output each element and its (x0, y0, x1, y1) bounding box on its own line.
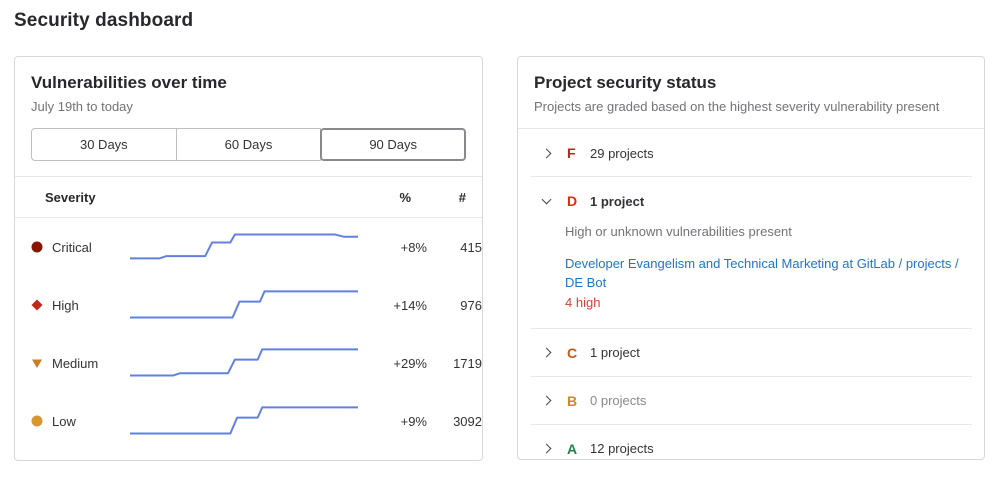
severity-high-icon (31, 299, 43, 311)
severity-column-header: Severity (45, 190, 96, 205)
project-link[interactable]: Developer Evangelism and Technical Marke… (565, 256, 959, 290)
chevron-right-icon[interactable] (541, 347, 552, 358)
vulnerability-count-label: 4 high (565, 294, 601, 310)
chevron-right-icon[interactable] (541, 395, 552, 406)
grade-count: 0 projects (590, 393, 647, 409)
grade-count: 29 projects (590, 145, 654, 161)
divider (531, 327, 972, 329)
sparkline-chart (130, 404, 358, 438)
grade-letter: D (567, 193, 578, 209)
grade-letter: B (567, 392, 578, 409)
grade-row-c[interactable]: C 1 project (518, 329, 984, 376)
grade-count: 1 project (590, 345, 640, 361)
grade-section-d: D 1 project High or unknown vulnerabilitie… (518, 177, 984, 328)
severity-percent-change: +9% (400, 413, 427, 429)
severity-label: High (52, 297, 79, 313)
project-security-status-panel: Project security status Projects are gra… (517, 56, 985, 460)
divider (531, 176, 972, 177)
sparkline-chart (130, 230, 358, 264)
security-dashboard-page: Security dashboard Vulnerabilities over … (14, 10, 985, 461)
severity-row-high: High +14% 976 (15, 276, 482, 334)
grade-detail: High or unknown vulnerabilities present D… (518, 224, 984, 328)
severity-critical-icon (31, 241, 43, 253)
divider (531, 423, 972, 425)
count-column-header: # (458, 190, 466, 205)
chevron-down-icon[interactable] (541, 194, 552, 205)
project-panel-subtitle: Projects are graded based on the highest… (534, 99, 940, 114)
range-button-90-days[interactable]: 90 Days (320, 128, 467, 161)
divider (15, 176, 482, 177)
severity-low-icon (31, 415, 43, 427)
divider (531, 375, 972, 377)
severity-count: 415 (460, 239, 482, 255)
panels-container: Vulnerabilities over time July 19th to t… (14, 56, 985, 461)
severity-table-header: Severity % # (31, 177, 466, 217)
chevron-right-icon[interactable] (541, 148, 552, 158)
severity-row-low: Low +9% 3092 (15, 392, 482, 450)
grade-list: F 29 projects D 1 project High or unknown vu… (518, 129, 984, 459)
sparkline-chart (130, 346, 358, 380)
grade-section-c: C 1 project (518, 329, 984, 376)
page-title: Security dashboard (14, 10, 194, 31)
grade-section-b: B 0 projects (518, 377, 984, 424)
grade-count: 1 project (590, 193, 645, 209)
vulnerabilities-over-time-panel: Vulnerabilities over time July 19th to t… (14, 56, 483, 461)
severity-rows: Critical +8% 415 High +14% 976 Medium +29% 1719 L… (15, 218, 482, 450)
vuln-panel-date-range: July 19th to today (31, 99, 133, 114)
grade-letter: F (567, 145, 576, 161)
grade-count: 12 projects (590, 441, 654, 457)
vuln-panel-title: Vulnerabilities over time (31, 73, 227, 92)
severity-percent-change: +8% (400, 239, 427, 255)
range-button-30-days[interactable]: 30 Days (31, 128, 177, 161)
grade-description: High or unknown vulnerabilities present (565, 224, 792, 239)
grade-section-a: A 12 projects (518, 425, 984, 459)
divider (518, 128, 984, 129)
grade-letter: A (567, 440, 578, 457)
range-button-group: 30 Days 60 Days 90 Days (31, 128, 467, 161)
severity-count: 3092 (453, 413, 482, 429)
chevron-right-icon[interactable] (541, 443, 552, 454)
grade-letter: C (567, 344, 578, 361)
severity-label: Low (52, 413, 76, 429)
grade-section-f: F 29 projects (518, 129, 984, 176)
sparkline-chart (130, 288, 358, 322)
grade-row-a[interactable]: A 12 projects (518, 425, 984, 459)
severity-count: 976 (460, 297, 482, 313)
grade-row-d[interactable]: D 1 project (518, 177, 984, 224)
grade-row-b[interactable]: B 0 projects (518, 377, 984, 424)
project-panel-title: Project security status (534, 73, 717, 92)
severity-row-medium: Medium +29% 1719 (15, 334, 482, 392)
severity-percent-change: +14% (393, 297, 427, 313)
severity-count: 1719 (453, 355, 482, 371)
severity-percent-change: +29% (393, 355, 427, 371)
range-button-60-days[interactable]: 60 Days (175, 128, 322, 161)
percent-column-header: % (399, 190, 411, 205)
severity-label: Critical (52, 239, 92, 255)
severity-label: Medium (52, 355, 99, 371)
divider (15, 217, 482, 218)
severity-medium-icon (31, 357, 43, 369)
grade-row-f[interactable]: F 29 projects (518, 129, 984, 176)
severity-row-critical: Critical +8% 415 (15, 218, 482, 276)
